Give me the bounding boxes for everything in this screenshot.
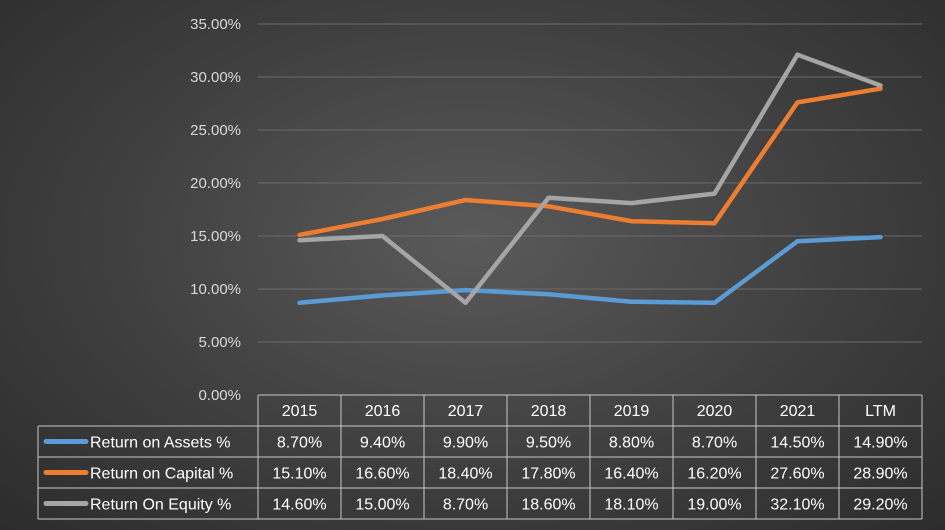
data-label: 8.70% — [692, 435, 737, 452]
legend-label: Return on Capital % — [90, 466, 233, 483]
x-category-label: 2019 — [614, 403, 650, 420]
y-tick-label: 0.00% — [198, 387, 241, 404]
data-label: 27.60% — [770, 466, 824, 483]
legend-label: Return On Equity % — [90, 497, 231, 514]
x-category-label: 2015 — [282, 403, 318, 420]
data-label: 18.40% — [438, 466, 492, 483]
data-label: 29.20% — [853, 497, 907, 514]
y-axis-tick-labels: 0.00% 5.00% 10.00% 15.00% 20.00% 25.00% 30.00%… — [190, 16, 241, 404]
y-tick-label: 25.00% — [190, 122, 241, 139]
series-line-0 — [297, 234, 883, 306]
data-label: 32.10% — [770, 497, 824, 514]
series-lines — [297, 52, 883, 306]
data-table: 2015 2016 2017 2018 2019 2020 2021 LTM Return on… — [37, 394, 923, 520]
data-label: 16.60% — [355, 466, 409, 483]
data-label: 8.70% — [277, 435, 322, 452]
data-label: 14.50% — [770, 435, 824, 452]
data-label: 15.00% — [355, 497, 409, 514]
data-label: 14.90% — [853, 435, 907, 452]
x-category-label: 2017 — [448, 403, 484, 420]
y-tick-label: 5.00% — [198, 334, 241, 351]
data-label: 16.20% — [687, 466, 741, 483]
data-label: 9.90% — [443, 435, 488, 452]
x-category-label: 2016 — [365, 403, 401, 420]
data-label: 8.80% — [609, 435, 654, 452]
y-tick-label: 20.00% — [190, 175, 241, 192]
data-label: 19.00% — [687, 497, 741, 514]
data-label: 8.70% — [443, 497, 488, 514]
data-label: 18.60% — [521, 497, 575, 514]
x-category-label: 2021 — [780, 403, 816, 420]
x-category-label: 2020 — [697, 403, 733, 420]
data-label: 15.10% — [272, 466, 326, 483]
data-label: 16.40% — [604, 466, 658, 483]
legend-label: Return on Assets % — [90, 435, 231, 452]
data-label: 17.80% — [521, 466, 575, 483]
gridlines — [258, 23, 922, 343]
series-line-1 — [297, 86, 883, 238]
data-label: 18.10% — [604, 497, 658, 514]
y-tick-label: 15.00% — [190, 228, 241, 245]
data-label: 28.90% — [853, 466, 907, 483]
y-tick-label: 30.00% — [190, 69, 241, 86]
data-label: 9.40% — [360, 435, 405, 452]
data-label: 9.50% — [526, 435, 571, 452]
data-label: 14.60% — [272, 497, 326, 514]
x-category-label: 2018 — [531, 403, 567, 420]
series-line-2 — [297, 52, 883, 306]
y-tick-label: 10.00% — [190, 281, 241, 298]
y-tick-label: 35.00% — [190, 16, 241, 33]
x-category-label: LTM — [865, 403, 896, 420]
